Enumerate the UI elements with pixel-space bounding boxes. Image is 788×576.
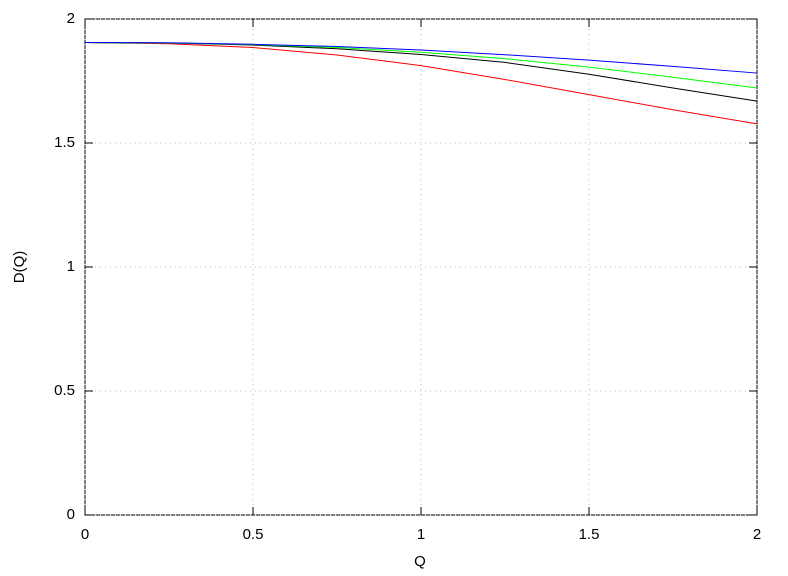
x-tick-label: 2 (753, 526, 761, 543)
x-tick-label: 0.5 (243, 526, 264, 543)
y-tick-label: 0 (67, 506, 75, 523)
y-tick-label: 1 (67, 258, 75, 275)
x-axis-label: Q (414, 553, 426, 570)
series-line (84, 42, 758, 102)
y-axis-label: D(Q) (11, 251, 28, 284)
y-tick-label: 0.5 (54, 382, 75, 399)
x-tick-label: 1 (417, 526, 425, 543)
series-line (84, 42, 758, 125)
x-tick-label: 1.5 (579, 526, 600, 543)
y-tick-label: 1.5 (54, 134, 75, 151)
series-line (84, 42, 758, 74)
x-tick-label: 0 (81, 526, 89, 543)
y-tick-label: 2 (67, 10, 75, 27)
